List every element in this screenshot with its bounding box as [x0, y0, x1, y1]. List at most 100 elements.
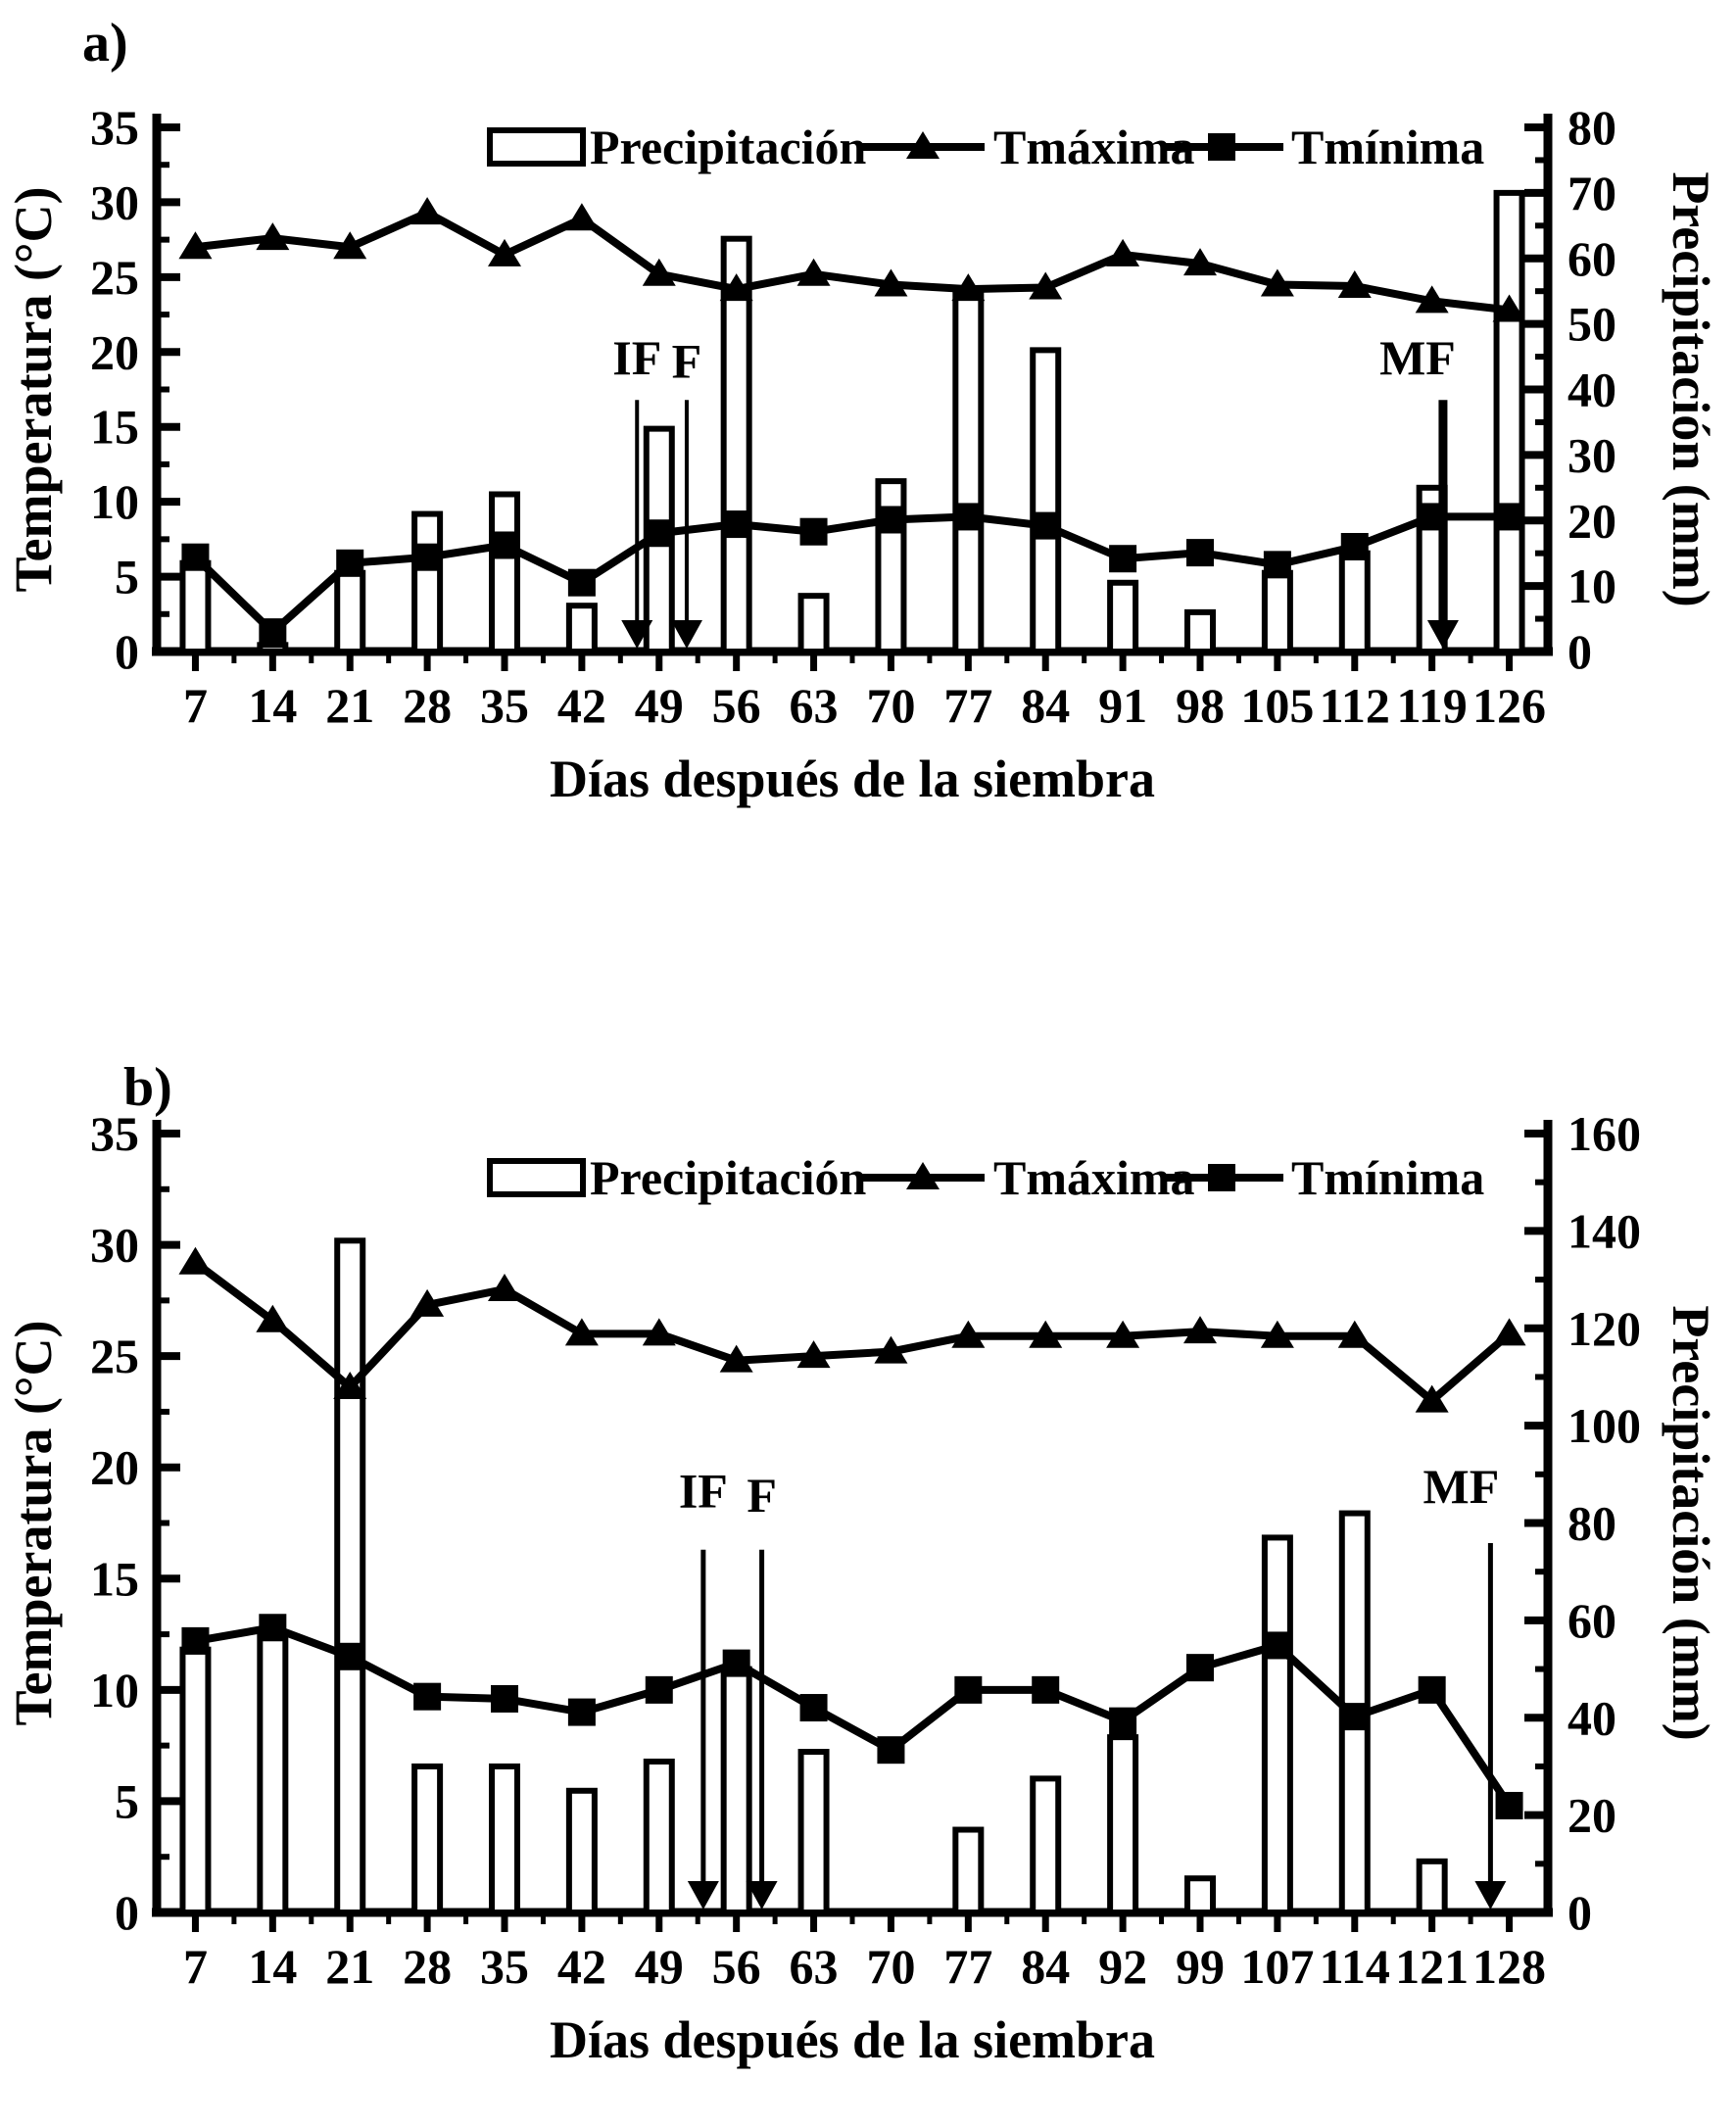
arrowhead-icon: [670, 620, 702, 649]
precipitation-bar: [565, 1787, 598, 1915]
svg-text:30: 30: [90, 1218, 139, 1273]
precipitation-bar: [1338, 550, 1371, 654]
chart-panel-a-container: a) 0 5 10 15 20 25 30 35 0 10 20 30 40 50 60 70 80 7 14 21 2…: [0, 0, 1736, 1050]
svg-text:20: 20: [1567, 493, 1616, 548]
precipitation-bar: [1261, 1534, 1293, 1915]
annotation-IF: IF: [679, 1464, 728, 1910]
svg-text:70: 70: [866, 678, 915, 733]
annotation-label-MF: MF: [1379, 330, 1456, 385]
svg-text:77: 77: [943, 1939, 992, 1994]
svg-text:63: 63: [790, 678, 839, 733]
svg-text:42: 42: [557, 678, 606, 733]
svg-text:77: 77: [943, 678, 992, 733]
legend-tminima-label: Tmínima: [1291, 1150, 1484, 1205]
svg-text:60: 60: [1567, 1593, 1616, 1648]
precipitation-bar: [952, 288, 985, 654]
svg-text:128: 128: [1472, 1939, 1546, 1994]
precipitation-bar: [1261, 569, 1293, 654]
svg-text:10: 10: [90, 474, 139, 529]
svg-text:80: 80: [1567, 100, 1616, 155]
left-axis-ticks: 0 5 10 15 20 25 30 35: [90, 1106, 180, 1940]
svg-text:63: 63: [790, 1939, 839, 1994]
svg-text:49: 49: [635, 678, 684, 733]
svg-text:25: 25: [90, 1329, 139, 1383]
svg-text:112: 112: [1320, 678, 1390, 733]
svg-text:70: 70: [866, 1939, 915, 1994]
precipitation-bar: [257, 1631, 289, 1915]
svg-text:7: 7: [183, 678, 208, 733]
precipitation-bar: [720, 1666, 752, 1915]
axis-titles: Temperatura (°C) Precipitación (mm) Días d…: [4, 171, 1720, 808]
annotation-label-F: F: [672, 333, 702, 388]
svg-text:0: 0: [115, 1885, 139, 1940]
svg-text:20: 20: [90, 1440, 139, 1495]
svg-text:56: 56: [712, 1939, 761, 1994]
svg-text:20: 20: [1567, 1788, 1616, 1843]
svg-text:35: 35: [90, 100, 139, 155]
y-right-axis-title: Precipitación (mm): [1662, 171, 1720, 606]
arrowhead-icon: [1474, 1881, 1507, 1910]
svg-text:119: 119: [1397, 678, 1468, 733]
svg-text:160: 160: [1567, 1106, 1641, 1161]
legend: Precipitación Tmáxima Tmínima: [487, 1150, 1484, 1205]
precipitation-bar: [489, 491, 520, 654]
svg-text:100: 100: [1567, 1398, 1641, 1453]
svg-text:42: 42: [557, 1939, 606, 1994]
precipitation-bar: [411, 510, 444, 654]
precipitation-bar: [1107, 579, 1139, 654]
annotation-label-MF: MF: [1423, 1459, 1500, 1514]
svg-text:56: 56: [712, 678, 761, 733]
legend-precipitacion-label: Precipitación: [590, 120, 867, 174]
precipitation-bar: [565, 603, 598, 654]
precipitation-bar: [1107, 1734, 1139, 1915]
legend: Precipitación Tmáxima Tmínima: [487, 120, 1484, 174]
annotation-F: F: [746, 1468, 778, 1910]
precipitation-bar: [1416, 1858, 1448, 1915]
arrowhead-icon: [746, 1881, 778, 1910]
left-axis-ticks: 0 5 10 15 20 25 30 35: [90, 100, 180, 679]
arrowhead-icon: [621, 620, 653, 649]
precipitation-bar: [952, 1826, 985, 1915]
right-axis-ticks: 0 10 20 30 40 50 60 70 80: [1524, 100, 1616, 679]
svg-text:25: 25: [90, 250, 139, 305]
svg-text:15: 15: [90, 400, 139, 455]
svg-text:92: 92: [1098, 1939, 1147, 1994]
precipitation-bar: [334, 1237, 366, 1915]
chart-panel-a: 0 5 10 15 20 25 30 35 0 10 20 30 40 50 60 70 80 7 14 21 28 35…: [4, 100, 1720, 808]
axis-titles: Temperatura (°C) Precipitación (mm) Días d…: [4, 1305, 1720, 2069]
right-axis-ticks: 0 20 40 60 80 100 120 140 160: [1524, 1106, 1641, 1940]
tmax-line: [178, 197, 1526, 322]
svg-text:5: 5: [115, 550, 139, 605]
precipitation-bar: [1030, 1775, 1062, 1915]
precipitation-bar: [334, 569, 366, 654]
svg-text:99: 99: [1176, 1939, 1225, 1994]
svg-text:14: 14: [248, 1939, 297, 1994]
panel-b-label: b): [123, 1057, 172, 1118]
svg-text:120: 120: [1567, 1301, 1641, 1356]
svg-text:28: 28: [403, 678, 452, 733]
precipitation-bar: [1184, 608, 1216, 654]
svg-text:21: 21: [325, 678, 374, 733]
precipitation-bar: [797, 1749, 830, 1915]
x-axis-title: Días después de la siembra: [550, 750, 1155, 808]
svg-text:5: 5: [115, 1773, 139, 1828]
svg-text:70: 70: [1567, 166, 1616, 220]
arrowhead-icon: [1426, 620, 1459, 649]
legend-bar-swatch: [487, 1158, 586, 1197]
svg-text:91: 91: [1098, 678, 1147, 733]
annotation-MF: MF: [1423, 1459, 1507, 1910]
svg-text:0: 0: [115, 624, 139, 679]
arrowhead-icon: [687, 1881, 719, 1910]
annotation-label-F: F: [747, 1468, 777, 1523]
svg-text:114: 114: [1320, 1939, 1390, 1994]
svg-text:30: 30: [90, 174, 139, 229]
svg-text:15: 15: [90, 1551, 139, 1606]
svg-text:35: 35: [480, 1939, 529, 1994]
precipitation-bar: [411, 1763, 444, 1915]
annotation-F: F: [670, 333, 702, 649]
annotation-label-IF: IF: [679, 1464, 728, 1519]
svg-text:107: 107: [1240, 1939, 1314, 1994]
legend-bar-swatch: [487, 127, 586, 167]
svg-text:40: 40: [1567, 1690, 1616, 1745]
